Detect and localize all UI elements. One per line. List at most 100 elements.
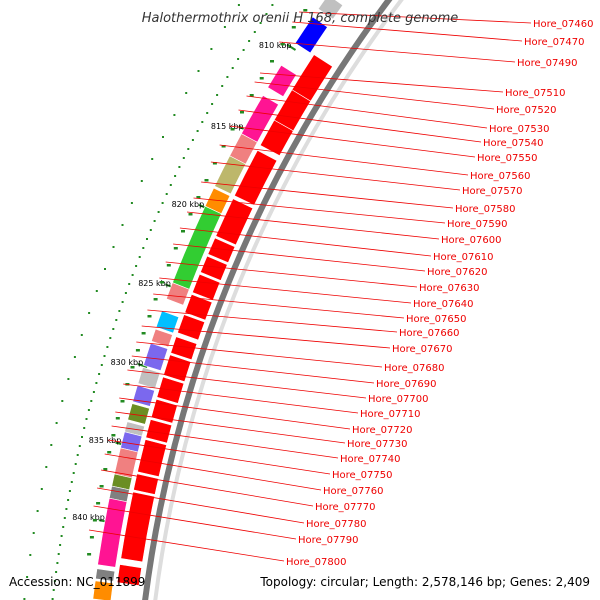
gene-label-leader xyxy=(153,293,405,319)
gene-label-leader xyxy=(97,487,305,524)
gene-label: Hore_07770 xyxy=(315,502,376,513)
gc-dot xyxy=(78,445,81,447)
cds-feature xyxy=(200,255,228,281)
gc-dot xyxy=(76,454,79,456)
gene-label: Hore_07660 xyxy=(399,328,460,339)
cog-feature xyxy=(127,403,150,425)
skew-dot xyxy=(210,48,213,50)
gene-label: Hore_07490 xyxy=(517,58,578,69)
rna-feature xyxy=(87,553,92,556)
gene-label-leader xyxy=(141,325,391,349)
cog-feature xyxy=(97,497,128,568)
gene-labels: Hore_07460 Hore_07470 Hore_07490 Hore_07510… xyxy=(88,11,594,568)
rna-feature xyxy=(115,417,120,420)
backbone-inner-arc xyxy=(153,0,404,600)
gc-dot xyxy=(226,76,229,78)
gc-dot xyxy=(51,598,54,600)
gene-label: Hore_07760 xyxy=(323,486,384,497)
gene-label-leader xyxy=(119,397,351,430)
gene-label-leader xyxy=(165,261,418,288)
gc-dot xyxy=(165,193,168,195)
gc-dot xyxy=(271,4,274,6)
cds-feature xyxy=(116,564,142,586)
map-title: Halothermothrix orenii H 168, complete g… xyxy=(142,11,459,26)
genome-backbone xyxy=(142,0,404,600)
scale-tick-label: 835 kbp xyxy=(89,436,122,445)
gc-dot xyxy=(169,184,172,186)
gene-label: Hore_07740 xyxy=(340,454,401,465)
gc-dot xyxy=(135,265,138,267)
gc-dot xyxy=(157,211,160,213)
gc-dot xyxy=(201,121,204,123)
cds-feature xyxy=(259,119,294,157)
skew-dot xyxy=(55,422,58,424)
gc-dot xyxy=(242,49,245,51)
gene-label-leader xyxy=(115,411,346,444)
gc-dot xyxy=(153,220,156,222)
cds-feature xyxy=(170,336,198,361)
gc-dot xyxy=(128,283,131,285)
gc-dot xyxy=(57,553,60,555)
cog-feature xyxy=(267,64,297,98)
skew-dot xyxy=(95,290,98,292)
cog-feature xyxy=(111,473,133,491)
gene-label: Hore_07690 xyxy=(376,379,437,390)
gene-label-leader xyxy=(229,125,476,158)
gene-label: Hore_07520 xyxy=(496,105,557,116)
gene-label-leader xyxy=(279,41,516,63)
gc-dot xyxy=(131,274,134,276)
skew-dot xyxy=(173,114,176,116)
cog-feature xyxy=(132,385,155,407)
gc-dot xyxy=(237,58,240,60)
skew-dot xyxy=(112,246,115,248)
gc-dot xyxy=(178,166,181,168)
scale-tick-label: 810 kbp xyxy=(259,41,292,50)
gene-label: Hore_07540 xyxy=(483,138,544,149)
skew-dot xyxy=(40,488,43,490)
cog-feature xyxy=(151,328,173,348)
gc-dot xyxy=(138,256,141,258)
skew-dot xyxy=(50,444,53,446)
cds-feature xyxy=(133,473,159,495)
gc-dot xyxy=(55,571,58,573)
skew-dot xyxy=(151,158,154,160)
gene-label-leader xyxy=(131,355,375,384)
gc-dot xyxy=(65,508,68,510)
cds-feature xyxy=(145,419,173,444)
gene-label: Hore_07570 xyxy=(462,186,523,197)
gc-dot xyxy=(90,400,93,402)
accession-text: Accession: NC_011899 xyxy=(9,575,145,589)
skew-dot xyxy=(73,356,76,358)
rna-feature xyxy=(92,519,97,522)
gene-label: Hore_07720 xyxy=(352,425,413,436)
gene-label-leader xyxy=(93,505,297,540)
gc-dot xyxy=(211,103,214,105)
gc-dot xyxy=(63,517,66,519)
gene-label-leader xyxy=(136,341,383,368)
rna-feature xyxy=(141,332,146,335)
gc-dot xyxy=(196,130,199,132)
rna-feature xyxy=(221,145,226,148)
rna-feature xyxy=(291,26,296,29)
gene-label: Hore_07650 xyxy=(406,314,467,325)
cds-feature xyxy=(120,491,155,563)
gc-dot xyxy=(191,139,194,141)
scale-ticks: 810 kbp 815 kbp 820 kbp 825 kbp 830 kbp 835 k… xyxy=(23,4,297,600)
gene-label-leader xyxy=(193,197,446,224)
gene-label-leader xyxy=(259,72,504,93)
cog-feature xyxy=(172,205,222,290)
skew-dot xyxy=(88,312,91,314)
cog-feature xyxy=(229,133,258,165)
skew-dot xyxy=(32,532,35,534)
cog-feature xyxy=(143,342,169,372)
skew-dot xyxy=(223,26,226,28)
rna-feature xyxy=(166,264,171,267)
rna-feature xyxy=(96,502,101,505)
rna-feature xyxy=(153,298,158,301)
gene-label: Hore_07790 xyxy=(298,535,359,546)
gene-label-leader xyxy=(173,243,426,272)
gene-label-leader xyxy=(210,161,461,191)
gene-label: Hore_07710 xyxy=(360,409,421,420)
gc-dot xyxy=(67,499,70,501)
